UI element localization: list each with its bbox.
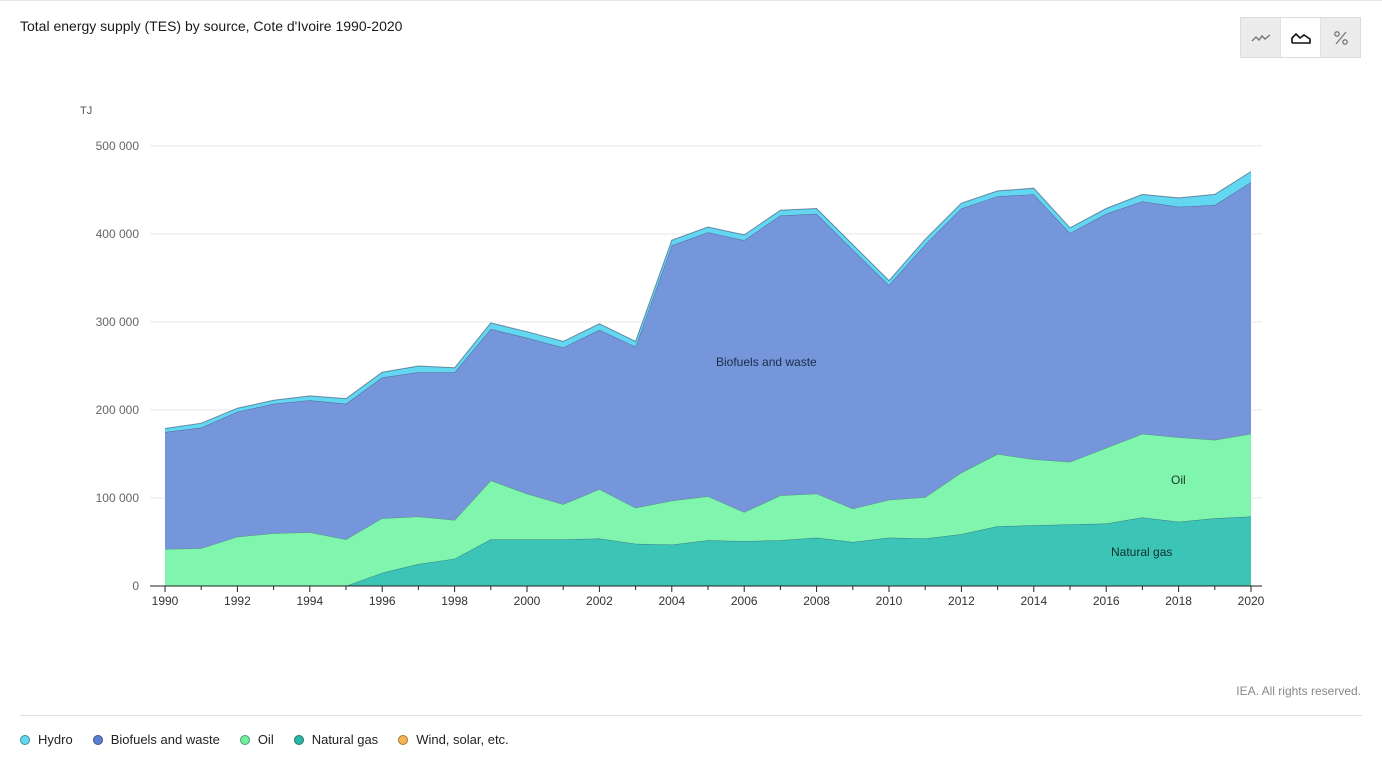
area-biofuels-and-waste[interactable] <box>165 182 1251 549</box>
x-tick-label: 2002 <box>586 594 613 608</box>
legend-swatch-hydro <box>20 734 30 745</box>
area-chart-icon <box>1290 32 1311 44</box>
x-tick-label: 2020 <box>1238 594 1265 608</box>
x-tick-label: 2012 <box>948 594 975 608</box>
legend-label-biofuels: Biofuels and waste <box>110 732 220 747</box>
y-tick-label: 400 000 <box>96 227 140 241</box>
x-tick-label: 2018 <box>1165 594 1192 608</box>
area-hydro[interactable] <box>165 171 1251 433</box>
legend: Hydro Biofuels and waste Oil Natural gas… <box>20 732 529 747</box>
legend-item-oil[interactable]: Oil <box>239 732 274 747</box>
area-oil[interactable] <box>165 433 1251 586</box>
x-tick-label: 2014 <box>1020 594 1047 608</box>
y-tick-label: 300 000 <box>96 315 140 329</box>
line-chart-toggle[interactable] <box>1241 18 1280 57</box>
top-divider <box>0 0 1382 1</box>
chart-type-toggle-group <box>1240 17 1361 58</box>
area-natural-gas[interactable] <box>165 516 1251 587</box>
area-edge-line <box>164 171 1252 429</box>
x-tick-label: 1996 <box>369 594 396 608</box>
in-chart-label-oil: Oil <box>1171 473 1186 487</box>
x-tick-label: 2000 <box>514 594 541 608</box>
x-tick-label: 2010 <box>876 594 903 608</box>
y-tick-label: 0 <box>132 579 139 593</box>
x-tick-label: 1998 <box>441 594 468 608</box>
copyright-credit: IEA. All rights reserved. <box>1236 684 1361 698</box>
y-axis-unit-label: TJ <box>80 105 92 117</box>
x-tick-label: 1994 <box>296 594 323 608</box>
x-tick-label: 1990 <box>152 594 179 608</box>
legend-swatch-oil <box>239 734 250 745</box>
legend-label-natural-gas: Natural gas <box>311 732 379 747</box>
legend-label-wind-solar: Wind, solar, etc. <box>416 732 509 747</box>
area-chart-toggle[interactable] <box>1280 18 1320 57</box>
in-chart-label-natural-gas: Natural gas <box>1111 545 1172 559</box>
y-tick-label: 500 000 <box>96 139 140 153</box>
line-chart-icon <box>1251 33 1270 41</box>
legend-item-wind-solar[interactable]: Wind, solar, etc. <box>398 732 509 747</box>
legend-swatch-biofuels <box>92 734 103 745</box>
legend-label-hydro: Hydro <box>38 732 73 747</box>
x-tick-label: 2004 <box>658 594 685 608</box>
legend-divider <box>20 715 1362 716</box>
in-chart-label-biofuels: Biofuels and waste <box>716 355 817 369</box>
y-tick-label: 100 000 <box>96 491 140 505</box>
legend-item-natural-gas[interactable]: Natural gas <box>293 732 379 747</box>
x-tick-label: 2008 <box>803 594 830 608</box>
x-tick-label: 2006 <box>731 594 758 608</box>
x-tick-label: 2016 <box>1093 594 1120 608</box>
stacked-areas <box>164 171 1252 587</box>
percent-icon <box>1333 30 1348 45</box>
percent-toggle[interactable] <box>1320 18 1360 57</box>
x-tick-label: 1992 <box>224 594 251 608</box>
axes: 0 100 000 200 000 300 000 400 000 500 000 1990… <box>96 139 1265 608</box>
legend-item-hydro[interactable]: Hydro <box>20 732 73 747</box>
chart-title: Total energy supply (TES) by source, Cot… <box>20 18 403 34</box>
legend-item-biofuels[interactable]: Biofuels and waste <box>92 732 220 747</box>
legend-swatch-wind-solar <box>398 734 409 745</box>
legend-swatch-natural-gas <box>293 734 304 745</box>
legend-label-oil: Oil <box>257 732 274 747</box>
y-tick-label: 200 000 <box>96 403 140 417</box>
